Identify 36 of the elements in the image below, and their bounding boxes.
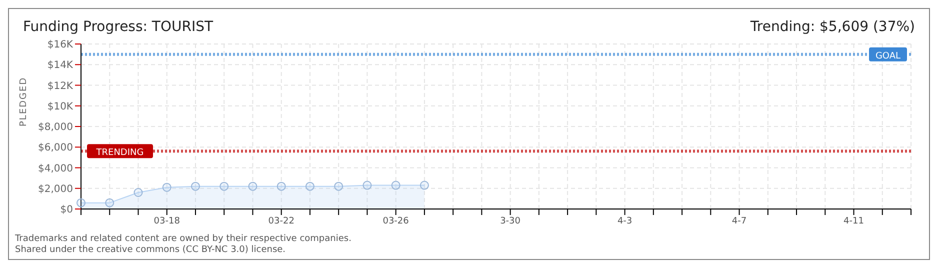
y-tick-label: $4,000	[38, 163, 73, 174]
point	[248, 182, 258, 191]
y-tick-label: $14K	[47, 60, 74, 72]
point	[420, 180, 429, 190]
point	[134, 188, 143, 197]
point	[190, 182, 200, 191]
text: Trademarks and related content are owned by their respective companies.	[15, 234, 352, 245]
y-tick-label: $0	[60, 204, 73, 216]
y-tick-label: $8,000	[38, 122, 73, 134]
point	[362, 180, 372, 190]
x-tick-label: 3-30	[500, 216, 521, 226]
point	[391, 180, 400, 190]
point	[334, 182, 344, 191]
y-axis-title: PLEDGED	[19, 76, 30, 126]
text: Shared under the creative commons (CC BY-NC 3.0) license.	[15, 245, 287, 256]
ref-line-label: GOAL	[875, 51, 901, 62]
x-tick-label: 4-7	[732, 216, 747, 226]
y-tick-label: $12K	[47, 80, 74, 92]
x-tick-label: 4-3	[617, 216, 632, 226]
x-tick-label: 03-26	[382, 216, 410, 226]
y-tick-label: $2,000	[38, 184, 73, 195]
point	[76, 198, 86, 208]
point	[162, 182, 172, 192]
chart-title: Funding Progress: TOURIST	[23, 19, 214, 35]
point	[220, 182, 229, 191]
y-tick-label: $6,000	[38, 142, 73, 154]
x-tick-label: 03-18	[154, 216, 180, 226]
point	[105, 198, 114, 208]
x-tick-label: 4-11	[844, 216, 864, 226]
y-tick-label: $10K	[47, 101, 74, 112]
chart-subtitle: Trending: $5,609 (37%)	[750, 19, 915, 35]
point	[276, 182, 286, 191]
y-tick-label: $16K	[47, 40, 74, 51]
ref-line-label: TRENDING	[95, 148, 144, 158]
x-tick-label: 03-22	[268, 216, 294, 226]
point	[305, 182, 314, 191]
